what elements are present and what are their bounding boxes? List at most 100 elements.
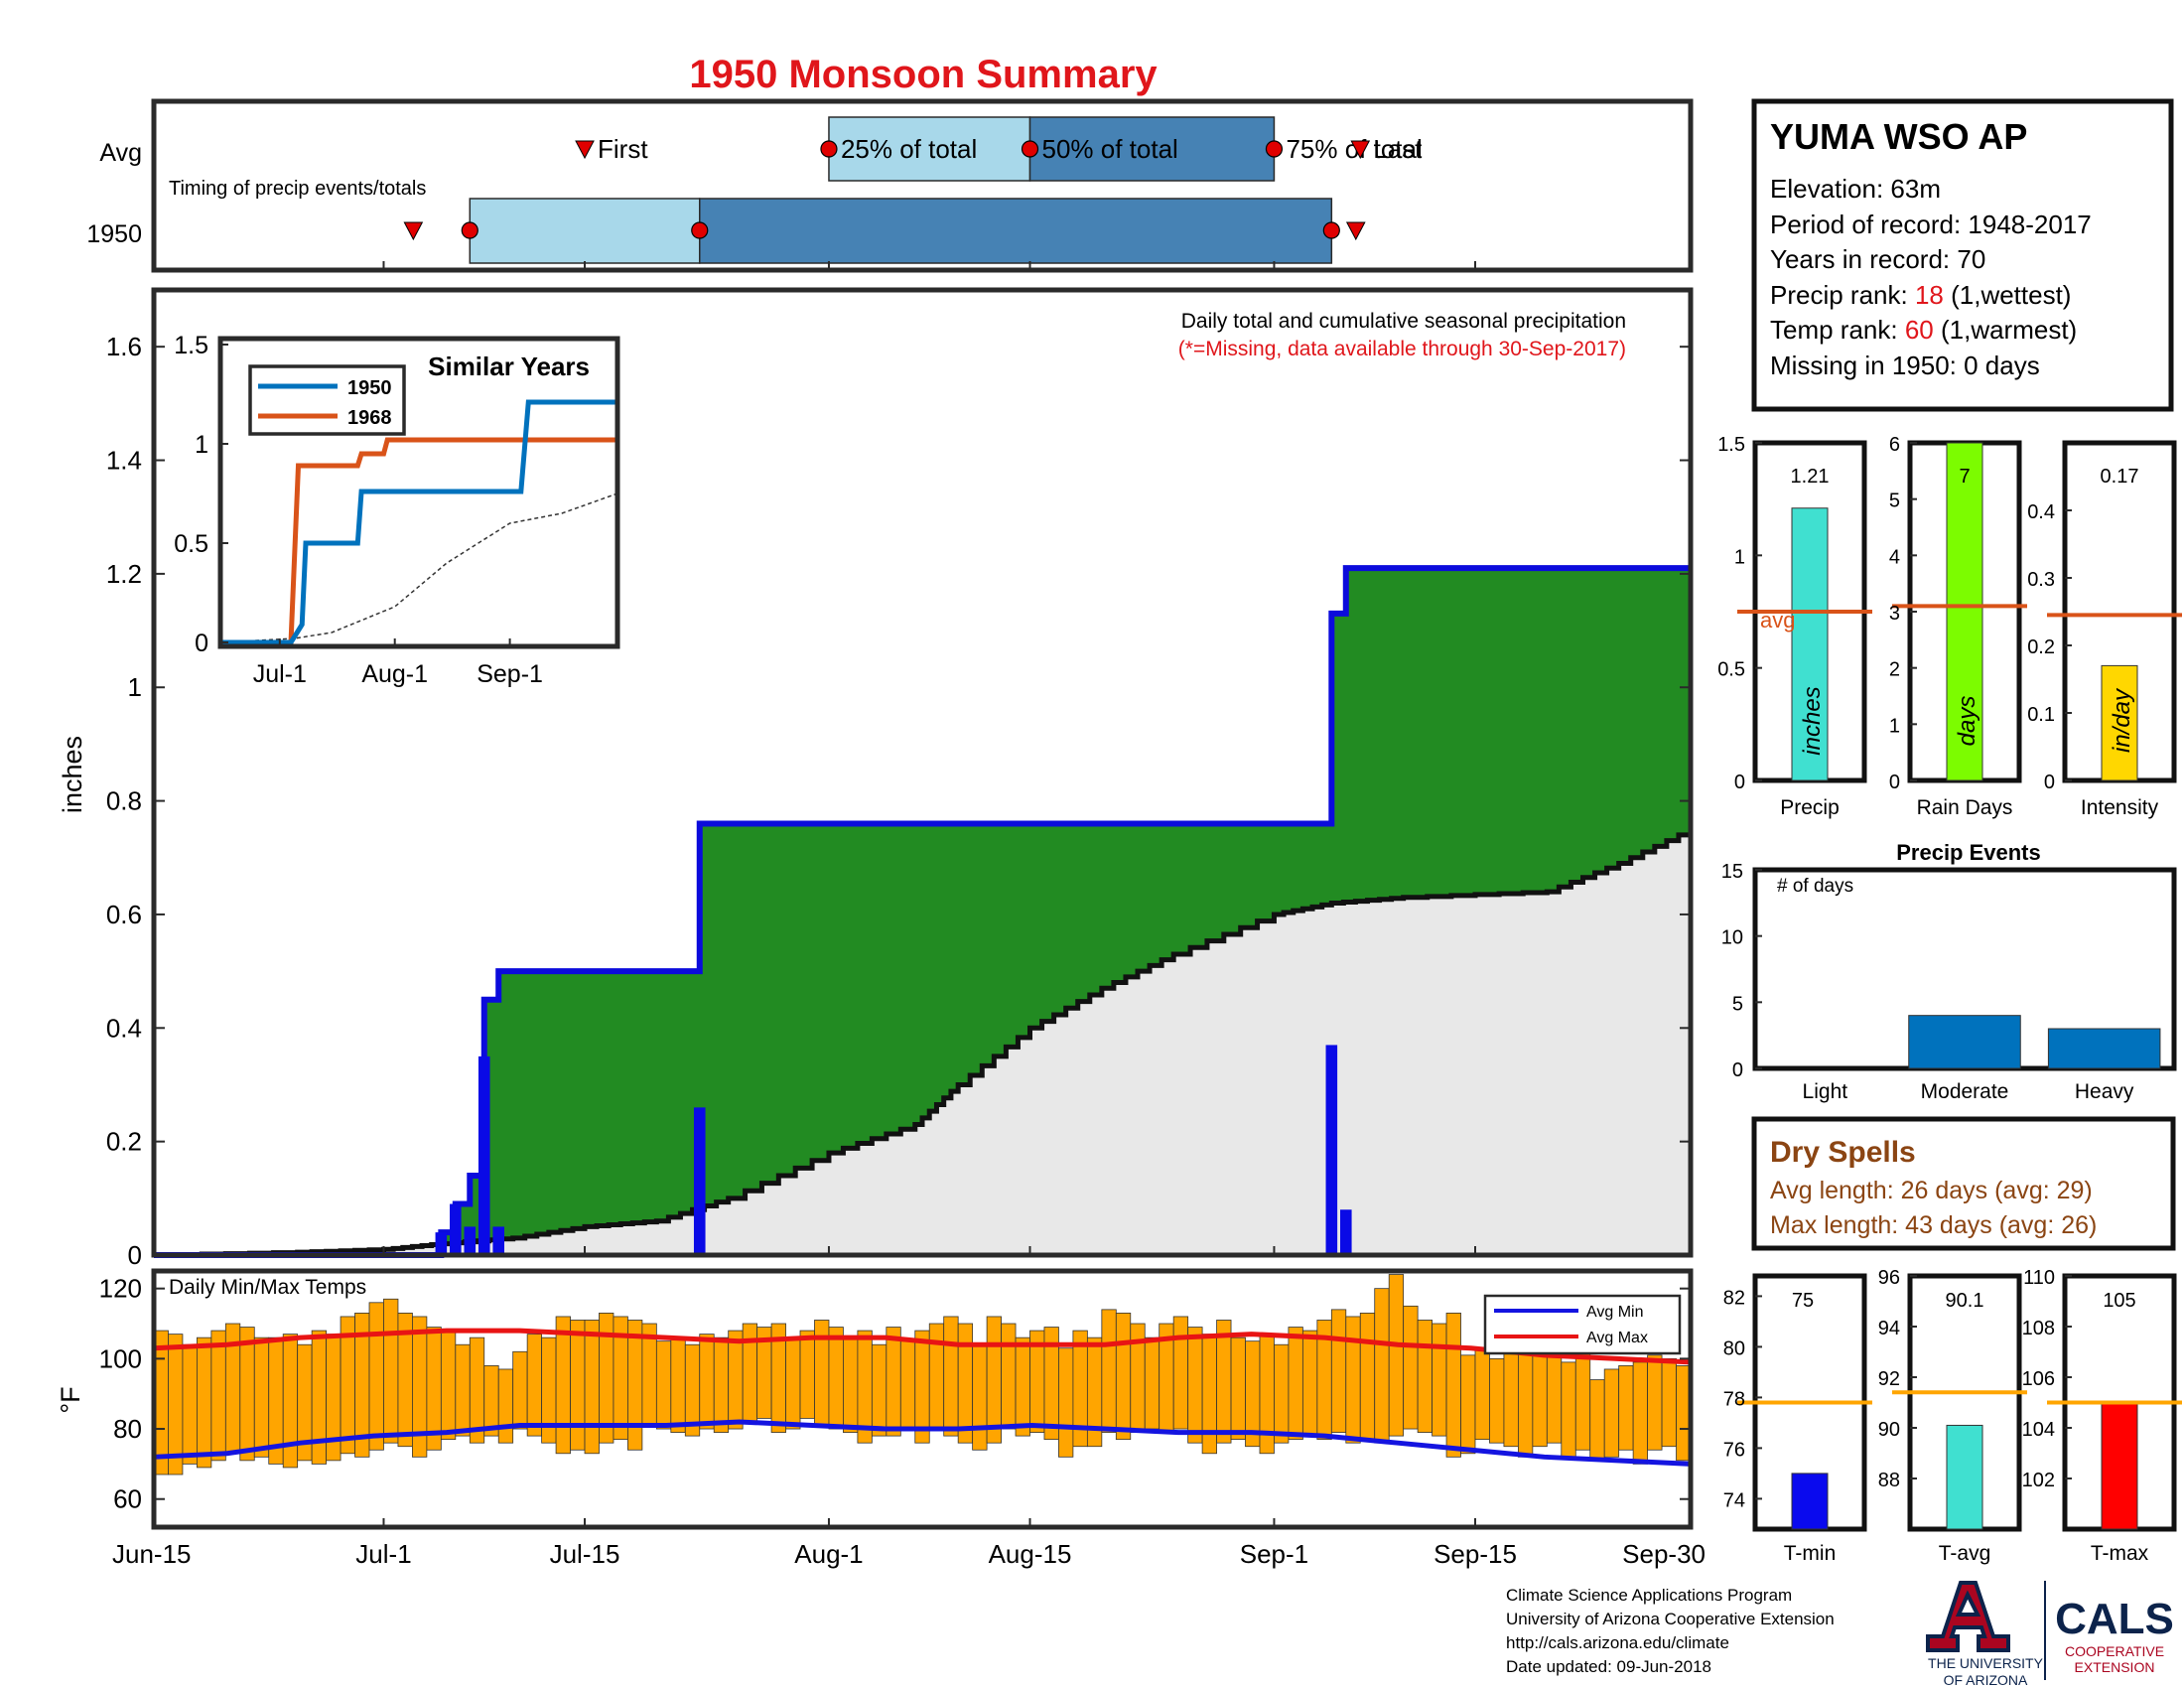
dry-spells-frame	[1751, 1116, 2176, 1251]
legend-1968-label: 1968	[347, 407, 392, 429]
event-y-tick-label: 0	[1732, 1059, 1743, 1081]
daily-temp-bar	[1359, 1313, 1376, 1441]
timing-label-last: Last	[1373, 134, 1423, 164]
similar-years-inset: 0 0.5 1 1.5 Jul-1 Aug-1 Sep-1 Similar Years 19…	[174, 332, 620, 688]
timing-markers	[403, 140, 1371, 241]
daily-temp-bar	[1603, 1368, 1620, 1458]
precip-y-ticks: 0 0.2 0.4 0.6 0.8 1 1.2 1.4 1.6	[106, 332, 1691, 1270]
mini-intensity-unit: in/day	[2109, 687, 2135, 753]
temperature-chart: 60 80 100 120 °F Daily Min/Max Temps Avg Mi…	[56, 1268, 1694, 1530]
mini-y-tick-label: 3	[1889, 603, 1900, 625]
mini-y-tick-label: 106	[2022, 1368, 2055, 1390]
inset-x-tick-label: Sep-1	[477, 660, 543, 688]
daily-precip-bar	[464, 1226, 477, 1255]
university-of-arizona-logo[interactable]: THE UNIVERSITY OF ARIZONA	[1926, 1581, 2044, 1688]
mini-y-tick-label: 0.4	[2027, 501, 2055, 523]
events-title: Precip Events	[1896, 840, 2041, 865]
y-tick-label: 1.2	[106, 559, 142, 589]
daily-precip-bar	[450, 1203, 462, 1255]
mini-y-tick-label: 76	[1723, 1439, 1745, 1461]
mini-y-tick-label: 102	[2022, 1470, 2055, 1491]
mini-intensity-ticks: 0 0.1 0.2 0.3 0.4	[2027, 501, 2072, 793]
daily-temp-bar	[1330, 1309, 1347, 1433]
1950-last-marker	[1345, 221, 1366, 241]
daily-precip-bar	[478, 1055, 490, 1255]
x-tick-label: Aug-1	[794, 1539, 863, 1569]
1950-75-marker	[1322, 221, 1340, 239]
station-name: YUMA WSO AP	[1770, 116, 2027, 157]
timing-1950-box-50-75	[699, 198, 1333, 264]
daily-temp-bar	[871, 1343, 887, 1437]
daily-temp-bar	[239, 1327, 255, 1462]
mini-precip-bar	[1791, 507, 1829, 781]
cals-logo[interactable]: CALS COOPERATIVE EXTENSION	[2055, 1595, 2174, 1675]
temp-chart-frame	[151, 1268, 1694, 1530]
timing-label-50: 50% of total	[1042, 134, 1178, 164]
daily-temp-bar	[1301, 1330, 1318, 1437]
precip-chart-frame	[151, 287, 1694, 1258]
mini-raindays-bar	[1946, 442, 1983, 781]
daily-temp-bar	[182, 1343, 198, 1465]
precip-missing-note: (*=Missing, data available through 30-Se…	[1178, 338, 1626, 360]
legend-1950-label: 1950	[347, 377, 392, 399]
mini-tmax-value: 105	[2103, 1290, 2135, 1312]
daily-temp-bar	[1445, 1313, 1461, 1458]
station-info-box: YUMA WSO AP Elevation: 63m Period of rec…	[1751, 98, 2174, 412]
mini-y-tick-label: 94	[1878, 1318, 1900, 1339]
timing-label-25: 25% of total	[841, 134, 977, 164]
daily-temp-bar	[799, 1330, 815, 1419]
mini-y-tick-label: 1	[1889, 715, 1900, 737]
y-tick-label: 0.2	[106, 1127, 142, 1157]
daily-temp-bar	[1532, 1347, 1548, 1448]
mini-precip-unit: inches	[1799, 686, 1826, 755]
temp-rank-note: (1,warmest)	[1934, 315, 2077, 345]
events-ticks: Light Moderate Heavy 0 5 10 15	[1721, 861, 2134, 1103]
mini-tavg-ticks: 88 90 92 94 96	[1878, 1267, 1917, 1491]
daily-temp-bar	[914, 1330, 930, 1444]
temp-y-tick-label: 60	[113, 1484, 142, 1514]
daily-temp-bar	[1460, 1354, 1476, 1455]
x-tick-label: Aug-15	[989, 1539, 1072, 1569]
y-tick-label: 0.4	[106, 1013, 142, 1043]
mini-tmin-label: T-min	[1784, 1542, 1837, 1565]
station-missing: Missing in 1950: 0 days	[1770, 351, 2040, 380]
mini-raindays-label: Rain Days	[1917, 796, 2013, 819]
cals-line-1: COOPERATIVE	[2065, 1643, 2164, 1659]
mini-tmin-chart: 74 76 78 80 82 75 T-min	[1723, 1273, 1872, 1565]
daily-temp-bar	[627, 1320, 643, 1451]
daily-temp-bar	[526, 1334, 543, 1437]
daily-temp-bar	[1432, 1323, 1447, 1437]
precip-chart: 0 0.2 0.4 0.6 0.8 1 1.2 1.4 1.6 inches Daily tot…	[58, 287, 1694, 1270]
mini-raindays-value: 7	[1959, 466, 1970, 488]
mini-y-tick-label: 0.2	[2027, 636, 2055, 658]
daily-temp-bar	[1417, 1320, 1433, 1433]
daily-temp-bar	[699, 1334, 715, 1430]
inset-x-tick-label: Aug-1	[361, 660, 428, 688]
event-y-tick-label: 15	[1721, 861, 1743, 883]
daily-precip-bars	[435, 1045, 1352, 1255]
station-frame	[1751, 98, 2174, 412]
avg-first-marker	[575, 140, 595, 160]
daily-temp-bar	[943, 1316, 959, 1437]
mini-tmin-bar	[1791, 1473, 1829, 1530]
daily-temp-bar	[655, 1340, 672, 1430]
events-inset-label: # of days	[1777, 876, 1853, 897]
daily-temp-bar	[440, 1330, 457, 1441]
mini-raindays-unit: days	[1954, 696, 1980, 747]
mini-y-tick-label: 90	[1878, 1419, 1900, 1441]
mini-y-tick-label: 0	[1734, 772, 1745, 793]
daily-temp-bar	[455, 1343, 471, 1437]
mini-y-tick-label: 88	[1878, 1470, 1900, 1491]
precip-rank-note: (1,wettest)	[1944, 280, 2072, 310]
daily-temp-bar	[785, 1336, 801, 1430]
daily-temp-bar	[1661, 1357, 1677, 1448]
mini-y-tick-label: 5	[1889, 491, 1900, 512]
mini-y-tick-label: 2	[1889, 659, 1900, 681]
daily-temp-bar	[1561, 1361, 1576, 1458]
dry-spells-max: Max length: 43 days (avg: 26)	[1770, 1211, 2097, 1239]
mini-y-tick-label: 0.3	[2027, 569, 2055, 591]
daily-temp-bar	[1101, 1309, 1117, 1433]
event-bar	[2047, 1028, 2161, 1069]
precip-rank-value: 18	[1915, 280, 1944, 310]
x-tick-label: Jun-15	[112, 1539, 192, 1569]
